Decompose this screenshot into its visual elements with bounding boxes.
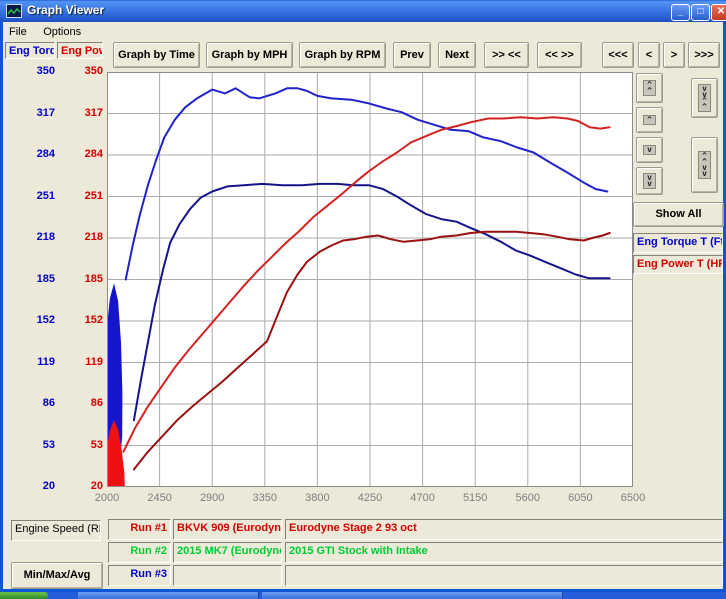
- expand-vertical-button[interactable]: ^ ^ v v: [691, 137, 718, 193]
- run-1-file-field[interactable]: BKVK 909 (Eurodyne, I: [173, 519, 282, 540]
- run-3-description-field[interactable]: [285, 565, 723, 586]
- run-2-description-field[interactable]: 2015 GTI Stock with Intake: [285, 542, 723, 563]
- collapse-vertical-button[interactable]: v v ^ ^: [691, 78, 718, 118]
- rpm-tick: 6050: [568, 492, 593, 504]
- title-bar[interactable]: Graph Viewer _ □ ✕: [0, 0, 726, 22]
- torque-tick: 86: [42, 397, 55, 409]
- power-tick: 20: [90, 480, 103, 492]
- torque-tick: 317: [36, 106, 55, 119]
- start-button[interactable]: [0, 592, 48, 599]
- spin-up-button[interactable]: ^: [636, 107, 663, 133]
- rpm-tick: 3800: [305, 492, 330, 504]
- run-2-file-field[interactable]: 2015 MK7 (Eurodyne, E: [173, 542, 282, 563]
- power-tick: 86: [90, 397, 103, 409]
- menu-file[interactable]: File: [9, 26, 27, 38]
- show-all-button[interactable]: Show All: [633, 202, 724, 227]
- menu-options[interactable]: Options: [43, 26, 82, 38]
- rpm-tick: 4250: [357, 492, 383, 504]
- engine-speed-field[interactable]: Engine Speed (RPM): [11, 520, 101, 541]
- torque-tick: 20: [42, 480, 55, 492]
- chevron-double-up-icon: ^ ^: [643, 80, 656, 96]
- torque-tick: 218: [36, 231, 55, 243]
- zoom-out-x-button[interactable]: << >>: [537, 42, 582, 68]
- scroll-far-left-button[interactable]: <<<: [602, 42, 634, 68]
- power-tick: 284: [84, 148, 103, 160]
- rpm-tick: 5150: [462, 492, 488, 504]
- power-axis-label-box: Eng Power: [57, 42, 103, 59]
- chevron-up-icon: ^: [643, 115, 656, 125]
- rpm-tick: 3350: [252, 492, 278, 504]
- collapse-vertical-icon: v v ^ ^: [698, 84, 711, 112]
- power-tick: 152: [84, 314, 103, 326]
- chevron-double-down-icon: v v: [643, 173, 656, 189]
- rpm-tick: 2450: [147, 492, 172, 504]
- spin-double-down-button[interactable]: v v: [636, 167, 663, 195]
- torque-tick: 152: [36, 314, 55, 326]
- expand-vertical-icon: ^ ^ v v: [698, 151, 711, 179]
- menu-bar: File Options: [3, 22, 723, 39]
- scroll-far-right-button[interactable]: >>>: [688, 42, 720, 68]
- minimize-button[interactable]: _: [671, 4, 690, 21]
- scroll-right-button[interactable]: >: [663, 42, 685, 68]
- torque-tick: 284: [36, 148, 55, 160]
- app-icon: [6, 4, 22, 18]
- taskbar-item[interactable]: [78, 592, 259, 599]
- dyno-chart-plot-area: [106, 71, 634, 488]
- taskbar-item[interactable]: [262, 592, 563, 599]
- power-tick: 317: [84, 106, 103, 119]
- chevron-down-icon: v: [643, 145, 656, 155]
- power-tick: 218: [84, 231, 103, 243]
- torque-tick: 251: [36, 189, 55, 202]
- run-1-description-field[interactable]: Eurodyne Stage 2 93 oct: [285, 519, 723, 540]
- dyno-chart-svg: [106, 71, 634, 488]
- next-button[interactable]: Next: [438, 42, 476, 68]
- window-title: Graph Viewer: [27, 3, 105, 17]
- torque-tick: 119: [37, 355, 55, 368]
- rpm-tick: 5600: [515, 492, 541, 504]
- run-2-label: Run #2: [108, 542, 171, 563]
- torque-tick: 350: [36, 65, 55, 77]
- close-icon[interactable]: ✕: [711, 4, 726, 21]
- rpm-tick: 4700: [410, 492, 435, 504]
- torque-tick: 185: [36, 272, 55, 285]
- graph-by-time-button[interactable]: Graph by Time: [113, 42, 200, 68]
- rpm-tick: 2000: [94, 492, 120, 504]
- run-3-label: Run #3: [108, 565, 171, 586]
- spin-double-up-button[interactable]: ^ ^: [636, 73, 663, 103]
- run-3-file-field[interactable]: [173, 565, 282, 586]
- maximize-button[interactable]: □: [691, 4, 710, 21]
- run-1-label: Run #1: [108, 519, 171, 540]
- graph-by-mph-button[interactable]: Graph by MPH: [206, 42, 293, 68]
- torque-tick: 53: [42, 438, 55, 451]
- torque-axis-label-box: Eng Torque: [5, 42, 55, 59]
- power-tick: 119: [85, 355, 103, 368]
- power-tick: 185: [84, 272, 103, 285]
- windows-taskbar[interactable]: [0, 592, 726, 599]
- power-tick: 350: [84, 65, 103, 77]
- spin-down-button[interactable]: v: [636, 137, 663, 163]
- power-tick: 53: [90, 438, 103, 451]
- legend-eng-power[interactable]: Eng Power T (HP): [633, 255, 723, 274]
- zoom-in-x-button[interactable]: >> <<: [484, 42, 529, 68]
- scroll-left-button[interactable]: <: [638, 42, 660, 68]
- power-tick: 251: [84, 189, 103, 202]
- min-max-avg-button[interactable]: Min/Max/Avg: [11, 562, 103, 589]
- prev-button[interactable]: Prev: [393, 42, 431, 68]
- rpm-tick: 2900: [199, 492, 225, 504]
- rpm-tick: 6500: [620, 492, 646, 504]
- legend-eng-torque[interactable]: Eng Torque T (Ft-Lb): [633, 233, 723, 253]
- graph-by-rpm-button[interactable]: Graph by RPM: [299, 42, 386, 68]
